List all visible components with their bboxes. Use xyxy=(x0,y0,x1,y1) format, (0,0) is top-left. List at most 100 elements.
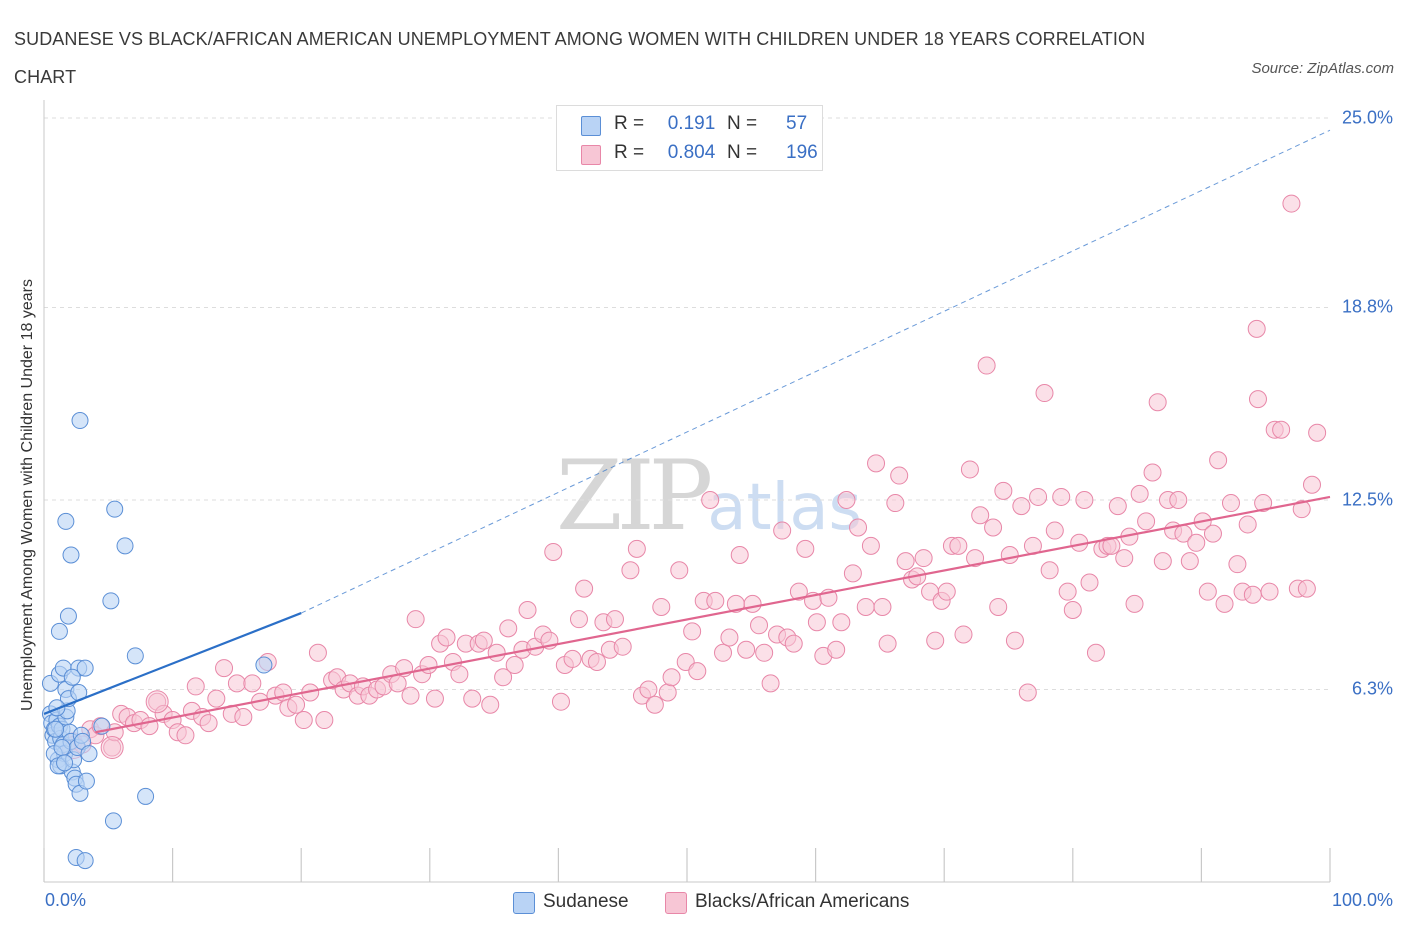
black-african-american-point xyxy=(1248,390,1267,409)
black-african-american-point xyxy=(1254,494,1273,513)
black-african-american-point xyxy=(1302,475,1321,494)
black-african-american-point xyxy=(849,518,868,537)
sudanese-point xyxy=(47,720,65,738)
black-african-american-point xyxy=(1221,494,1240,513)
black-african-american-point xyxy=(720,628,739,647)
sudanese-point xyxy=(106,500,124,518)
black-african-american-point xyxy=(437,628,456,647)
black-african-american-point xyxy=(743,594,762,613)
legend-swatch-black-african-american xyxy=(581,145,601,165)
black-african-american-point xyxy=(587,652,606,671)
sudanese-point xyxy=(116,537,134,555)
black-african-american-point xyxy=(1137,512,1156,531)
black-african-american-point xyxy=(645,695,664,714)
black-african-american-point xyxy=(176,726,195,745)
black-african-american-point xyxy=(450,665,469,684)
black-african-american-point xyxy=(1052,487,1071,506)
black-african-american-point xyxy=(563,649,582,668)
legend-n-value: 57 xyxy=(786,113,808,134)
black-african-american-point xyxy=(215,659,234,678)
black-african-american-point xyxy=(750,616,769,635)
sudanese-point xyxy=(63,668,81,686)
sudanese-trend-extension xyxy=(300,129,1331,614)
black-african-american-point xyxy=(621,561,640,580)
black-african-american-point xyxy=(186,677,205,696)
black-african-american-point xyxy=(867,454,886,473)
black-african-american-point xyxy=(227,674,246,693)
black-african-american-trend-line xyxy=(95,495,1331,734)
black-african-american-point xyxy=(1243,585,1262,604)
black-african-american-point xyxy=(1228,555,1247,574)
x-tick-label-min: 0.0% xyxy=(45,890,87,910)
black-african-american-point xyxy=(789,582,808,601)
black-african-american-point xyxy=(551,692,570,711)
black-african-american-point xyxy=(1012,497,1031,516)
sudanese-point xyxy=(50,622,68,640)
black-african-american-point xyxy=(714,643,733,662)
black-african-american-point xyxy=(730,546,749,565)
black-african-american-point xyxy=(308,643,327,662)
black-african-american-point xyxy=(827,640,846,659)
black-african-american-point xyxy=(1247,319,1266,338)
black-african-american-point xyxy=(1198,582,1217,601)
sudanese-point xyxy=(126,647,144,665)
black-african-american-point xyxy=(100,736,124,760)
black-african-american-point xyxy=(652,597,671,616)
sudanese-trend-line xyxy=(43,612,302,715)
black-african-american-point xyxy=(890,466,909,485)
black-african-american-point xyxy=(989,597,1008,616)
black-african-american-point xyxy=(243,674,262,693)
black-african-american-point xyxy=(569,610,588,629)
sudanese-point xyxy=(71,412,89,430)
y-tick-label: 18.8% xyxy=(1341,296,1393,317)
black-african-american-point xyxy=(145,690,169,714)
legend-swatch-sudanese xyxy=(581,116,601,136)
black-african-american-point xyxy=(199,714,218,733)
black-african-american-point xyxy=(1153,552,1172,571)
black-african-american-point xyxy=(544,542,563,561)
legend-n-label: N = xyxy=(727,113,758,134)
black-african-american-point xyxy=(1029,487,1048,506)
black-african-american-point xyxy=(505,656,524,675)
sudanese-point xyxy=(77,772,95,790)
black-african-american-point xyxy=(481,695,500,714)
black-african-american-point xyxy=(1169,491,1188,509)
sudanese-point xyxy=(53,739,71,757)
black-african-american-point xyxy=(1000,546,1019,565)
black-african-american-point xyxy=(937,582,956,601)
black-african-american-point xyxy=(688,662,707,681)
black-african-american-point xyxy=(1080,573,1099,592)
black-african-american-point xyxy=(683,622,702,641)
black-african-american-point xyxy=(1209,451,1228,470)
sudanese-point xyxy=(76,852,94,870)
black-african-american-point xyxy=(949,536,968,555)
black-african-american-point xyxy=(1130,484,1149,503)
black-african-american-point xyxy=(234,707,253,726)
black-african-american-point xyxy=(1215,594,1234,613)
black-african-american-point xyxy=(662,668,681,687)
sudanese-point xyxy=(62,546,80,564)
black-african-american-point xyxy=(807,613,826,632)
black-african-american-point xyxy=(406,610,425,629)
black-african-american-point xyxy=(425,689,444,708)
chart-title: SUDANESE VS BLACK/AFRICAN AMERICAN UNEMP… xyxy=(14,29,1146,87)
black-african-american-point xyxy=(1035,384,1054,403)
black-african-american-point xyxy=(1238,515,1257,534)
black-african-american-point xyxy=(796,539,815,558)
source-label: Source: ZipAtlas.com xyxy=(1251,60,1394,77)
black-african-american-point xyxy=(639,680,658,699)
sudanese-point xyxy=(76,659,94,677)
black-african-american-point xyxy=(761,674,780,693)
bottom-legend-label-black-african-american: Blacks/African Americans xyxy=(695,891,910,912)
black-african-american-point xyxy=(613,637,632,656)
y-tick-label: 12.5% xyxy=(1341,489,1393,510)
sudanese-point xyxy=(255,656,273,674)
black-african-american-point xyxy=(605,610,624,629)
black-african-american-point xyxy=(207,689,226,708)
black-african-american-point xyxy=(1058,582,1077,601)
black-african-american-point xyxy=(487,643,506,662)
black-african-american-point xyxy=(1292,500,1311,519)
black-african-american-point xyxy=(1143,463,1162,482)
legend-r-value: 0.191 xyxy=(667,113,716,134)
black-african-american-point xyxy=(960,460,979,479)
